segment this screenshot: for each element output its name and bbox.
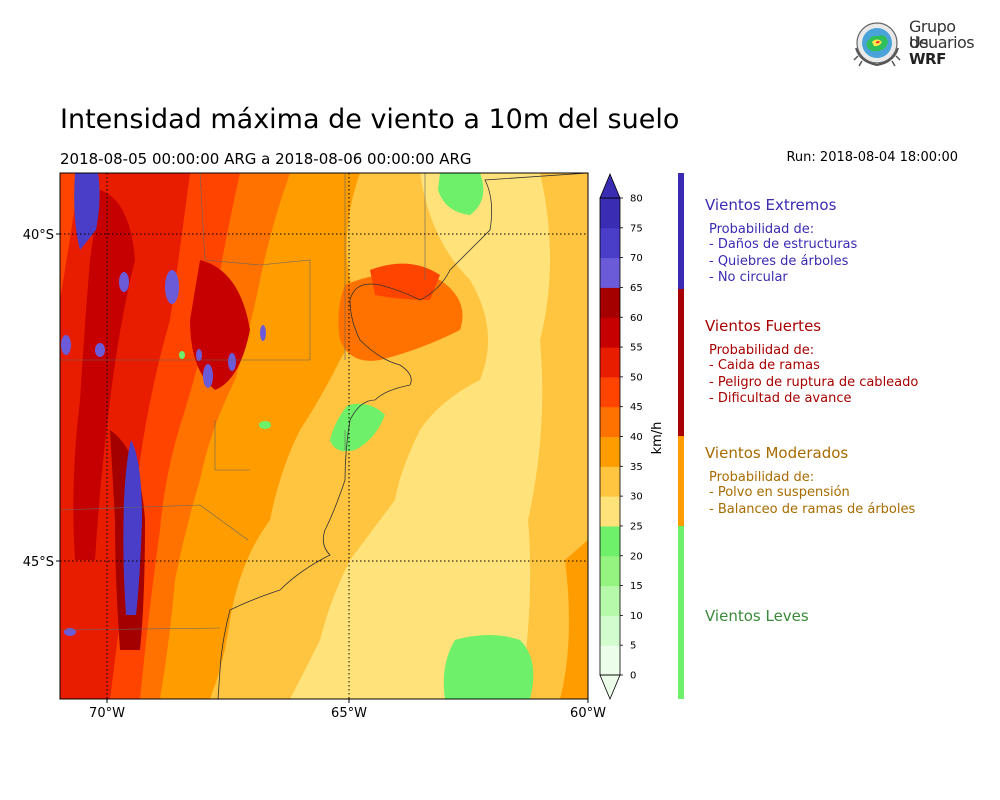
- colorbar-segment: [600, 317, 620, 348]
- colorbar-tick-label: 70: [630, 253, 643, 264]
- colorbar-tick-label: 50: [630, 372, 643, 383]
- colorbar-tick-label: 25: [630, 521, 643, 532]
- colorbar-tick-label: 45: [630, 402, 643, 413]
- lat-tick-40s: 40°S: [23, 228, 54, 243]
- colorbar-tick-label: 0: [630, 671, 636, 682]
- colorbar-tick-label: 65: [630, 283, 643, 294]
- category-moderate-item: - Polvo en suspensión: [709, 485, 850, 500]
- run-timestamp: Run: 2018-08-04 18:00:00: [786, 150, 958, 165]
- colorbar-tick-label: 40: [630, 432, 643, 443]
- colorbar-segment: [600, 615, 620, 646]
- category-strong: Vientos Fuertes Probabilidad de: - Caida…: [705, 317, 918, 408]
- category-strong-subtitle: Probabilidad de:: [709, 343, 815, 358]
- category-light-title: Vientos Leves: [705, 607, 809, 625]
- lon-tick-60w: 60°W: [570, 706, 606, 721]
- colorbar-tick-label: 60: [630, 313, 643, 324]
- colorbar-segment: [600, 525, 620, 557]
- category-strong-item: - Dificultad de avance: [709, 391, 852, 406]
- colorbar-segment: [600, 436, 620, 467]
- colorbar-segment: [600, 287, 620, 318]
- colorbar-tick-label: 30: [630, 492, 643, 503]
- wrf-emblem-icon: [853, 22, 901, 67]
- colorbar-segment: [600, 645, 620, 676]
- category-moderate-subtitle: Probabilidad de:: [709, 470, 815, 485]
- lon-tick-65w: 65°W: [331, 706, 367, 721]
- colorbar-segment: [600, 227, 620, 259]
- colorbar-tick-label: 35: [630, 462, 643, 473]
- colorbar-tick-label: 55: [630, 343, 643, 354]
- category-moderate-item: - Balanceo de ramas de árboles: [709, 501, 916, 517]
- wind-map: [60, 173, 588, 699]
- category-moderate: Vientos Moderados Probabilidad de: - Pol…: [705, 444, 915, 518]
- category-extreme-subtitle: Probabilidad de:: [709, 222, 815, 237]
- colorbar-tick-label: 75: [630, 223, 643, 234]
- logo-text-line3: WRF: [909, 50, 946, 68]
- category-extreme-item: - No circular: [709, 270, 788, 285]
- category-extreme-item: - Daños de estructuras: [709, 237, 858, 252]
- category-light: Vientos Leves: [705, 607, 809, 625]
- lon-tick-70w: 70°W: [89, 706, 125, 721]
- logo-text-line2: Usuarios: [909, 33, 975, 52]
- page-title: Intensidad máxima de viento a 10m del su…: [60, 104, 680, 135]
- colorbar-segment: [600, 555, 620, 587]
- category-extreme: Vientos Extremos Probabilidad de: - Daño…: [705, 196, 857, 287]
- wrf-group-logo: Grupo de Usuarios WRF: [850, 16, 975, 72]
- colorbar-tick-label: 80: [630, 194, 643, 205]
- colorbar-segment: [600, 406, 620, 437]
- category-extreme-title: Vientos Extremos: [705, 196, 837, 214]
- logo-text-line1: Grupo de: [909, 17, 956, 52]
- category-bar-segment: [678, 173, 684, 289]
- category-strong-title: Vientos Fuertes: [705, 317, 822, 335]
- colorbar-segment: [600, 347, 620, 378]
- category-strong-item: - Caida de ramas: [709, 358, 820, 373]
- map-frame: [59, 172, 589, 700]
- colorbar-segment: [600, 585, 620, 616]
- category-bar: [678, 173, 684, 699]
- colorbar-tick-label: 10: [630, 611, 643, 622]
- lat-tick-45s: 45°S: [23, 555, 54, 570]
- category-moderate-title: Vientos Moderados: [705, 444, 849, 462]
- colorbar-unit-label: km/h: [650, 422, 665, 455]
- category-strong-item: - Peligro de ruptura de cableado: [709, 374, 919, 390]
- date-range-subtitle: 2018-08-05 00:00:00 ARG a 2018-08-06 00:…: [60, 150, 472, 168]
- colorbar: 0 5 10 15 20 25 30 35 40 45 50 55 60 65 70 75 80: [599, 172, 643, 701]
- colorbar-segment: [600, 198, 620, 229]
- colorbar-tick-label: 20: [630, 551, 643, 562]
- colorbar-segment: [600, 466, 620, 497]
- category-extreme-item: - Quiebres de árboles: [709, 253, 849, 269]
- colorbar-segment: [600, 376, 620, 408]
- category-bar-segment: [678, 436, 684, 526]
- category-bar-segment: [678, 289, 684, 436]
- category-bar-segment: [678, 526, 684, 699]
- colorbar-min-extension: [599, 674, 621, 701]
- colorbar-segment: [600, 496, 620, 527]
- colorbar-tick-label: 5: [630, 641, 636, 652]
- colorbar-segment: [600, 257, 620, 288]
- colorbar-max-extension: [599, 172, 621, 199]
- colorbar-tick-label: 15: [630, 581, 643, 592]
